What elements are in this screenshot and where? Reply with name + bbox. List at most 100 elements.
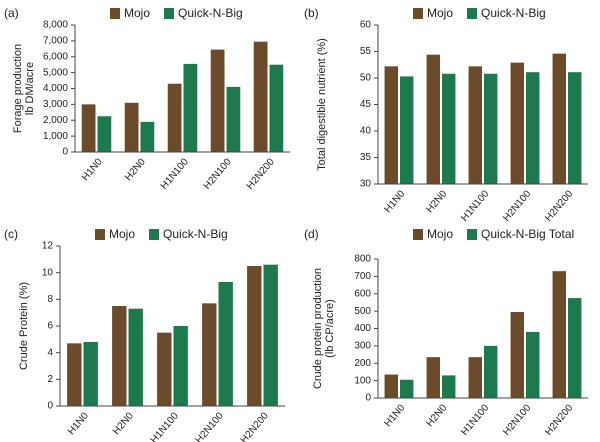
y-axis-label: lb DM/acre (24, 62, 36, 115)
legend-swatch (467, 8, 478, 19)
bar (128, 308, 143, 406)
bar (97, 116, 112, 152)
x-tick-label: H2N100 (501, 188, 533, 224)
y-tick-label: 8,000 (43, 20, 68, 31)
bar (173, 326, 188, 406)
legend-swatch (413, 229, 423, 240)
bar (526, 72, 540, 184)
bar (157, 332, 172, 406)
y-tick-label: 700 (354, 271, 371, 282)
y-tick-label: 2,000 (43, 115, 68, 126)
y-axis-label: Crude Protein (%) (18, 282, 30, 370)
x-tick-label: H1N0 (382, 188, 407, 215)
bar (510, 62, 524, 184)
bar (247, 266, 262, 406)
legend-swatch (149, 229, 160, 240)
legend-swatch (467, 229, 478, 240)
x-tick-label: H1N0 (80, 156, 105, 183)
x-tick-label: H2N0 (111, 410, 136, 437)
x-tick-label: H2N0 (424, 402, 449, 429)
bar (202, 303, 217, 406)
bar (226, 86, 241, 152)
x-tick-label: H1N100 (459, 188, 491, 224)
bar (426, 357, 440, 398)
y-tick-label: 0 (47, 401, 53, 412)
legend-label: Mojo (109, 227, 135, 241)
y-tick-label: 2 (47, 374, 53, 385)
y-tick-label: 4 (47, 347, 53, 358)
bar (568, 72, 582, 184)
y-tick-label: 10 (42, 267, 54, 278)
bar (124, 102, 139, 152)
panel-label: (b) (304, 6, 319, 20)
x-tick-label: H2N200 (239, 410, 271, 442)
legend-label: Quick-N-Big Total (481, 227, 574, 241)
bar (269, 64, 284, 152)
x-tick-label: H2N200 (543, 402, 575, 438)
y-tick-label: 1,000 (43, 131, 68, 142)
x-tick-label: H1N100 (159, 156, 191, 192)
x-tick-label: H2N0 (424, 188, 449, 215)
legend-swatch (164, 8, 175, 19)
bar (384, 374, 398, 398)
legend-label: Quick-N-Big (163, 227, 228, 241)
y-tick-label: 400 (354, 323, 371, 334)
bar (400, 76, 414, 184)
y-axis-label: Crude protein production (312, 268, 324, 389)
y-tick-label: 30 (360, 179, 372, 190)
y-tick-label: 0 (62, 147, 68, 158)
x-tick-label: H2N200 (245, 156, 277, 192)
legend-swatch (110, 8, 120, 19)
bar (253, 41, 268, 153)
y-tick-label: 6 (47, 321, 53, 332)
y-tick-label: 6,000 (43, 51, 68, 62)
panel-label: (d) (304, 227, 319, 241)
y-tick-label: 600 (354, 288, 371, 299)
y-tick-label: 50 (360, 73, 372, 84)
legend-swatch (413, 8, 423, 19)
y-tick-label: 500 (354, 306, 371, 317)
bar (468, 66, 482, 184)
x-tick-label: H1N0 (66, 410, 91, 437)
bar (112, 306, 127, 406)
y-tick-label: 200 (354, 358, 371, 369)
y-tick-label: 40 (360, 126, 372, 137)
x-tick-label: H2N0 (123, 156, 148, 183)
legend-label: Mojo (427, 6, 453, 20)
x-tick-label: H2N100 (202, 156, 234, 192)
y-tick-label: 8 (47, 294, 53, 305)
y-tick-label: 55 (360, 46, 372, 57)
bar (552, 271, 566, 398)
x-tick-label: H2N100 (194, 410, 226, 442)
bar (526, 331, 540, 398)
x-tick-label: H1N100 (459, 402, 491, 438)
bar (400, 379, 414, 398)
bar (81, 104, 96, 152)
x-tick-label: H1N100 (149, 410, 181, 442)
bar (183, 63, 198, 152)
y-tick-label: 0 (365, 393, 371, 404)
bar (426, 54, 440, 185)
y-axis-label: Forage production (12, 44, 24, 133)
panel-label: (c) (4, 227, 18, 241)
bar (568, 298, 582, 398)
bar (218, 282, 233, 406)
legend-swatch (95, 229, 105, 240)
y-tick-label: 4,000 (43, 83, 68, 94)
y-tick-label: 60 (360, 20, 372, 31)
legend-label: Mojo (427, 227, 453, 241)
y-tick-label: 7,000 (43, 36, 68, 47)
y-tick-label: 12 (42, 241, 54, 252)
y-tick-label: 5,000 (43, 67, 68, 78)
y-tick-label: 800 (354, 254, 371, 265)
legend-label: Quick-N-Big (481, 6, 546, 20)
bar (442, 73, 456, 184)
y-tick-label: 100 (354, 375, 371, 386)
bar (83, 342, 98, 406)
y-tick-label: 300 (354, 341, 371, 352)
bar (167, 83, 182, 152)
bar (210, 49, 225, 153)
bar (442, 375, 456, 398)
legend-label: Quick-N-Big (178, 6, 243, 20)
